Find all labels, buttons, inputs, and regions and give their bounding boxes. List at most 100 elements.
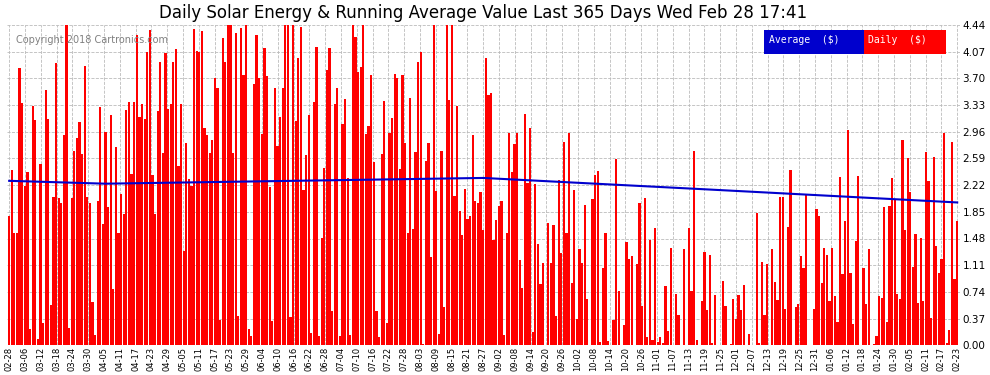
Bar [466, 219, 468, 345]
Bar [760, 262, 763, 345]
Bar [420, 52, 422, 345]
Bar [602, 268, 604, 345]
Bar [920, 238, 922, 345]
Bar [102, 224, 104, 345]
Bar [313, 102, 315, 345]
Bar [453, 196, 455, 345]
Bar [225, 62, 227, 345]
Bar [576, 320, 578, 345]
Bar [128, 102, 130, 345]
Bar [912, 267, 914, 345]
Bar [159, 62, 161, 345]
Bar [865, 304, 867, 345]
Bar [388, 133, 390, 345]
Bar [479, 192, 482, 345]
Bar [514, 144, 516, 345]
Bar [383, 100, 385, 345]
Bar [535, 184, 537, 345]
Bar [276, 146, 278, 345]
Bar [628, 259, 631, 345]
Bar [297, 58, 299, 345]
Bar [456, 106, 458, 345]
Bar [430, 257, 433, 345]
Bar [714, 295, 716, 345]
Bar [446, 25, 447, 345]
Bar [246, 25, 248, 345]
Bar [243, 75, 245, 345]
Bar [167, 109, 169, 345]
Bar [329, 48, 331, 345]
Bar [37, 339, 39, 345]
Bar [48, 119, 50, 345]
Text: Daily  ($): Daily ($) [868, 36, 927, 45]
Bar [529, 128, 532, 345]
Bar [917, 303, 920, 345]
Bar [209, 153, 211, 345]
Bar [73, 151, 75, 345]
Bar [722, 281, 724, 345]
Bar [896, 294, 898, 345]
Bar [733, 299, 735, 345]
Bar [636, 264, 638, 345]
Bar [563, 142, 565, 345]
Bar [201, 31, 203, 345]
Bar [771, 249, 773, 345]
Bar [235, 33, 237, 345]
Bar [326, 70, 328, 345]
Bar [337, 88, 339, 345]
Bar [565, 233, 567, 345]
Bar [365, 134, 367, 345]
Bar [852, 324, 854, 345]
Bar [573, 190, 575, 345]
Bar [651, 340, 653, 345]
Bar [279, 117, 281, 345]
Bar [928, 182, 930, 345]
Bar [214, 78, 216, 345]
Bar [448, 100, 450, 345]
Bar [62, 135, 65, 345]
Bar [506, 233, 508, 345]
Bar [323, 168, 326, 345]
Bar [701, 301, 703, 345]
Bar [688, 228, 690, 345]
Bar [527, 183, 529, 345]
Bar [443, 308, 446, 345]
Bar [357, 72, 359, 345]
Bar [776, 300, 778, 345]
Bar [781, 197, 784, 345]
Bar [940, 260, 942, 345]
Bar [342, 124, 344, 345]
Bar [425, 161, 427, 345]
Bar [266, 76, 268, 345]
Bar [818, 216, 821, 345]
Bar [295, 122, 297, 345]
Bar [696, 340, 698, 345]
Bar [953, 279, 955, 345]
Bar [60, 203, 62, 345]
Bar [391, 118, 393, 345]
Bar [34, 120, 37, 345]
Bar [438, 334, 440, 345]
Bar [148, 30, 150, 345]
Bar [164, 53, 166, 345]
Bar [417, 62, 419, 345]
Bar [349, 335, 351, 345]
Bar [894, 199, 896, 345]
Bar [907, 158, 909, 345]
Bar [779, 197, 781, 345]
Bar [219, 320, 221, 345]
Bar [693, 151, 695, 345]
Bar [873, 344, 875, 345]
Bar [857, 176, 859, 345]
Bar [915, 234, 917, 345]
FancyBboxPatch shape [864, 30, 945, 54]
Bar [711, 343, 714, 345]
Bar [824, 248, 826, 345]
Bar [661, 343, 664, 345]
Bar [950, 142, 953, 345]
Bar [618, 291, 620, 345]
Bar [839, 177, 842, 345]
Bar [107, 207, 109, 345]
Bar [461, 235, 463, 345]
Bar [612, 320, 615, 345]
